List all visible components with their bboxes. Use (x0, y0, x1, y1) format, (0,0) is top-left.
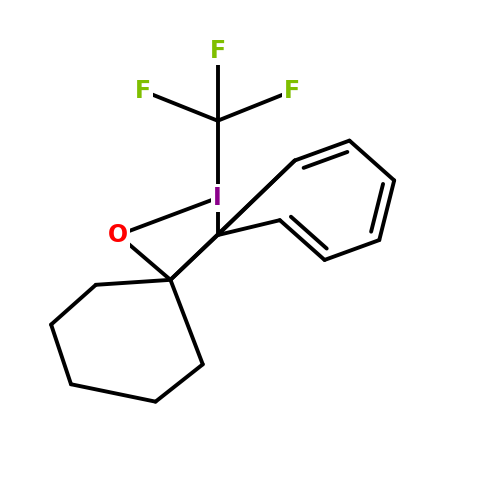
Text: F: F (284, 79, 300, 103)
Text: F: F (135, 79, 151, 103)
Text: I: I (214, 186, 222, 210)
Text: O: O (108, 223, 128, 247)
Text: F: F (210, 39, 226, 63)
